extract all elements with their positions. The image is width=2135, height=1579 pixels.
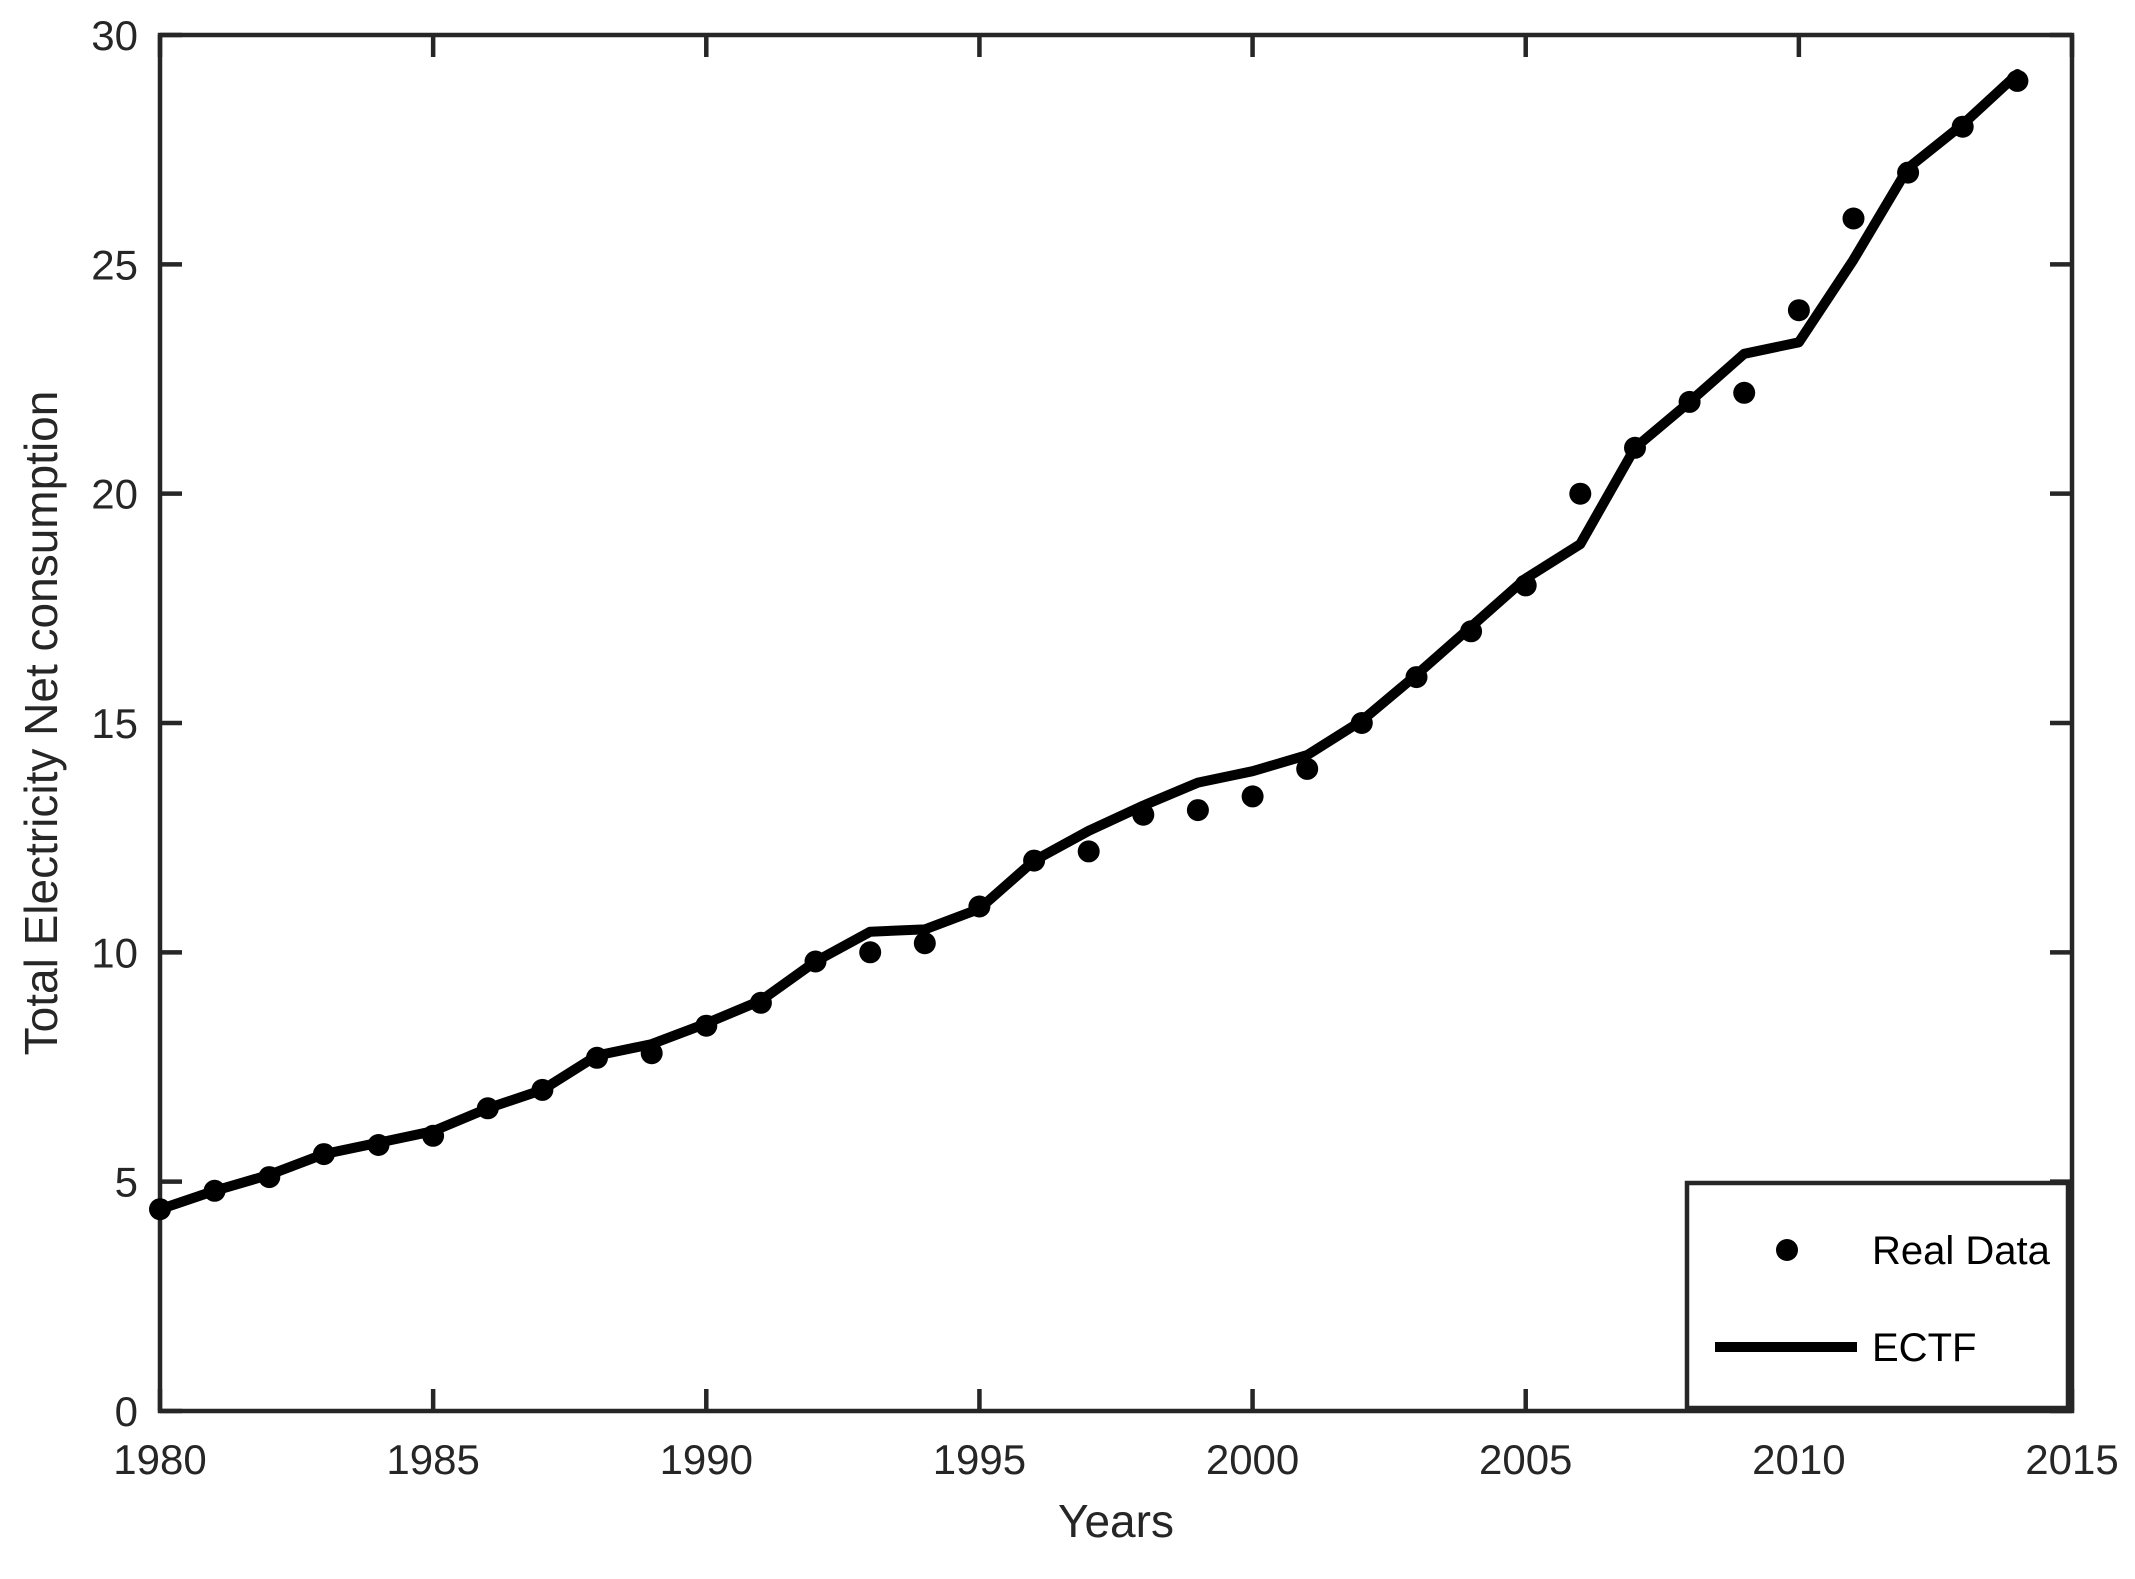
data-point (1842, 207, 1865, 230)
data-point (1733, 381, 1756, 404)
x-axis-label: Years (1058, 1495, 1174, 1547)
y-tick-label: 0 (115, 1388, 138, 1435)
x-tick-label: 1990 (660, 1436, 753, 1483)
data-point (859, 941, 882, 964)
legend: Real Data ECTF (1684, 1180, 2071, 1411)
real-data-points (149, 69, 2029, 1221)
data-point (1186, 799, 1209, 822)
x-tick-label: 2015 (2025, 1436, 2118, 1483)
data-point (1296, 757, 1319, 780)
data-point (1787, 299, 1810, 322)
y-tick-label: 5 (115, 1159, 138, 1206)
data-point (1569, 482, 1592, 505)
legend-label-real-data: Real Data (1872, 1229, 2051, 1273)
data-series (149, 69, 2029, 1221)
ectf-line (155, 69, 2023, 1215)
data-point (1241, 785, 1264, 808)
y-tick-label: 25 (91, 241, 138, 288)
x-tick-label: 2000 (1206, 1436, 1299, 1483)
legend-box (1684, 1180, 2071, 1411)
y-axis-label: Total Electricity Net consumption (15, 391, 67, 1056)
x-tick-label: 1995 (933, 1436, 1026, 1483)
axis-tick-labels: 1980 1985 1990 1995 2000 2005 2010 2015 0 5 10 15 20… (91, 12, 2118, 1483)
x-tick-label: 2010 (1752, 1436, 1845, 1483)
y-tick-label: 10 (91, 929, 138, 976)
x-tick-label: 2005 (1479, 1436, 1572, 1483)
legend-label-ectf: ECTF (1872, 1326, 1976, 1370)
x-tick-label: 1980 (113, 1436, 206, 1483)
y-tick-label: 30 (91, 12, 138, 59)
x-tick-label: 1985 (386, 1436, 479, 1483)
data-point (1077, 840, 1100, 863)
y-tick-label: 20 (91, 471, 138, 518)
y-tick-label: 15 (91, 700, 138, 747)
legend-marker-dot-icon (1776, 1239, 1798, 1261)
data-point (913, 932, 936, 955)
